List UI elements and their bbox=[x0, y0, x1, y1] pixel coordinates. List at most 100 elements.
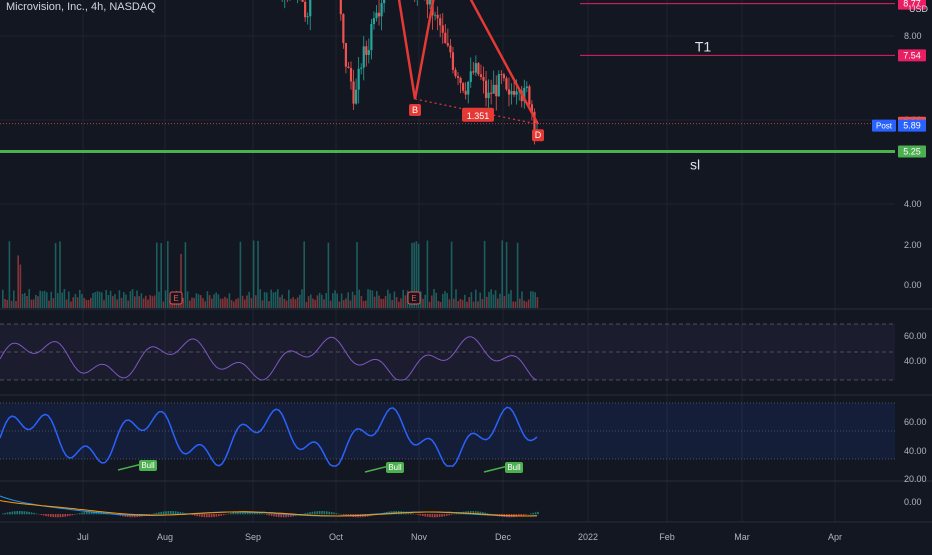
volume-bar bbox=[273, 292, 275, 308]
macd-bar bbox=[158, 512, 160, 514]
volume-bar bbox=[512, 302, 514, 308]
volume-bar bbox=[517, 243, 519, 308]
volume-bar bbox=[114, 294, 116, 308]
macd-bar bbox=[168, 511, 170, 514]
macd-bar bbox=[261, 513, 263, 514]
macd-bar bbox=[21, 511, 23, 514]
macd-bar bbox=[72, 514, 74, 515]
volume-bar bbox=[143, 298, 145, 308]
volume-bar bbox=[435, 293, 437, 308]
volume-bar bbox=[306, 302, 308, 308]
earnings-marker-label: E bbox=[173, 294, 178, 303]
macd-bar bbox=[40, 514, 42, 515]
volume-bar bbox=[528, 300, 530, 308]
volume-bar bbox=[77, 297, 79, 308]
volume-bar bbox=[191, 298, 193, 308]
volume-bar bbox=[515, 302, 517, 308]
volume-bar bbox=[33, 299, 35, 308]
macd-bar bbox=[43, 514, 45, 516]
volume-bar bbox=[132, 289, 134, 308]
macd-bar bbox=[434, 514, 436, 517]
macd-bar bbox=[208, 514, 210, 517]
volume-bar bbox=[376, 291, 378, 308]
volume-bar bbox=[367, 289, 369, 308]
volume-bar bbox=[92, 293, 94, 308]
volume-bar bbox=[270, 290, 272, 308]
volume-bar bbox=[299, 295, 301, 308]
volume-bar bbox=[242, 296, 244, 308]
macd-bar bbox=[230, 513, 232, 514]
candle-body bbox=[485, 81, 487, 98]
macd-bar bbox=[177, 512, 179, 515]
volume-bar bbox=[490, 289, 492, 308]
volume-bar bbox=[519, 299, 521, 308]
volume-bar bbox=[59, 241, 61, 308]
volume-bar bbox=[385, 296, 387, 308]
x-tick-label: Oct bbox=[329, 532, 344, 542]
volume-bar bbox=[196, 293, 198, 308]
volume-bar bbox=[11, 301, 13, 308]
macd-bar bbox=[336, 513, 338, 514]
volume-bar bbox=[31, 300, 33, 308]
volume-bar bbox=[207, 291, 209, 308]
macd-bar bbox=[19, 511, 21, 514]
macd-bar bbox=[432, 514, 434, 517]
volume-bar bbox=[532, 291, 534, 308]
candle-body bbox=[380, 3, 382, 16]
volume-bar bbox=[44, 291, 46, 308]
macd-bar bbox=[309, 512, 311, 514]
volume-bar bbox=[323, 299, 325, 308]
volume-bar bbox=[341, 293, 343, 308]
macd-bar bbox=[333, 513, 335, 515]
macd-bar bbox=[36, 513, 38, 514]
volume-bar bbox=[495, 290, 497, 308]
candle-body bbox=[345, 43, 347, 67]
volume-bar bbox=[530, 291, 532, 308]
macd-bar bbox=[213, 514, 215, 517]
volume-bar bbox=[477, 301, 479, 308]
macd-bar bbox=[424, 514, 426, 516]
macd-bar bbox=[338, 514, 340, 515]
volume-bar bbox=[457, 301, 459, 308]
volume-bar bbox=[103, 300, 105, 308]
volume-bar bbox=[235, 299, 237, 308]
candle-body bbox=[467, 82, 469, 95]
volume-bar bbox=[237, 298, 239, 308]
candle-body bbox=[370, 24, 372, 50]
candle-body bbox=[360, 68, 362, 69]
volume-bar bbox=[50, 292, 52, 308]
candle-body bbox=[459, 78, 461, 83]
volume-bar bbox=[86, 300, 88, 308]
macd-bar bbox=[439, 514, 441, 517]
candle-body bbox=[368, 50, 370, 55]
volume-bar bbox=[466, 302, 468, 308]
volume-bar bbox=[358, 290, 360, 308]
candle-body bbox=[365, 46, 367, 55]
macd-bar bbox=[343, 514, 345, 515]
macd-bar bbox=[324, 511, 326, 514]
volume-bar bbox=[134, 296, 136, 308]
macd-bar bbox=[199, 514, 201, 517]
volume-bar bbox=[506, 242, 508, 308]
currency-label: USD bbox=[909, 4, 928, 14]
volume-bar bbox=[378, 296, 380, 308]
volume-bar bbox=[121, 298, 123, 308]
volume-bar bbox=[345, 298, 347, 308]
volume-bar bbox=[88, 300, 90, 308]
y-tick-label: 8.00 bbox=[904, 31, 922, 41]
macd-bar bbox=[9, 512, 11, 514]
volume-bar bbox=[275, 292, 277, 308]
volume-bar bbox=[264, 292, 266, 308]
macd-bar bbox=[28, 512, 30, 514]
volume-bar bbox=[257, 241, 259, 308]
volume-bar bbox=[471, 292, 473, 308]
volume-bar bbox=[394, 291, 396, 308]
candle-body bbox=[457, 76, 459, 78]
candle-body bbox=[452, 52, 454, 69]
volume-bar bbox=[105, 290, 107, 308]
volume-bar bbox=[310, 294, 312, 308]
volume-bar bbox=[482, 299, 484, 308]
macd-bar bbox=[331, 512, 333, 514]
